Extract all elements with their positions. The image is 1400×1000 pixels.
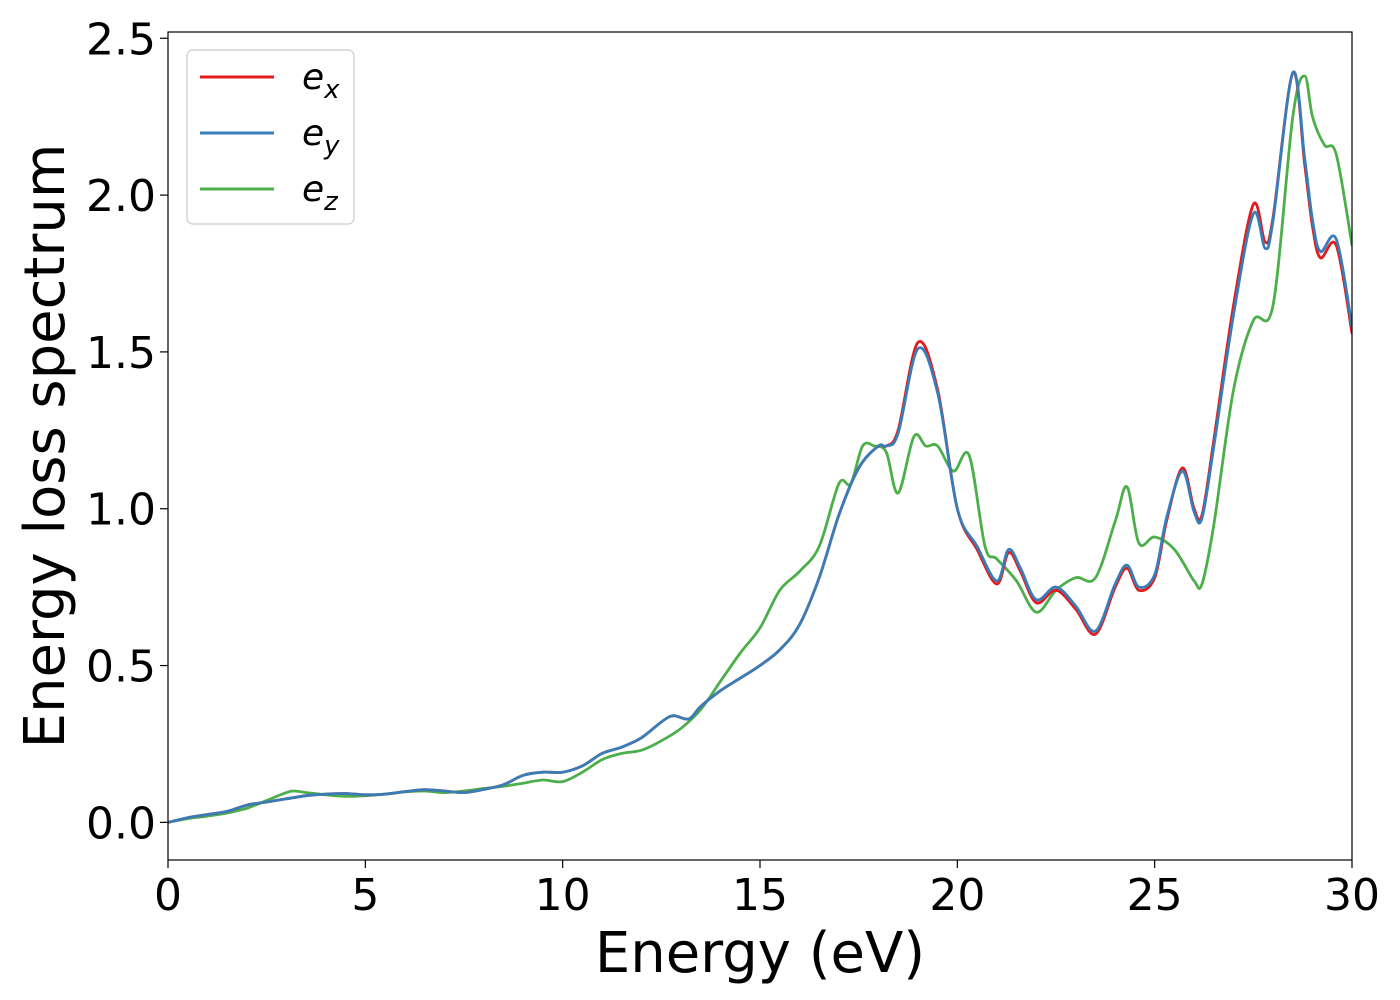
x-tick-label: 5 xyxy=(351,870,379,921)
y-tick-label: 2.0 xyxy=(86,171,156,222)
x-axis-ticks: 0 5 10 15 20 25 30 xyxy=(154,860,1380,921)
legend-box xyxy=(186,49,355,225)
y-tick-label: 0.5 xyxy=(86,642,156,693)
x-tick-label: 15 xyxy=(732,870,788,921)
x-tick-label: 30 xyxy=(1324,870,1380,921)
y-axis-label: Energy loss spectrum xyxy=(13,144,78,749)
y-tick-label: 0.0 xyxy=(86,798,156,849)
y-tick-label: 1.0 xyxy=(86,485,156,536)
x-tick-label: 10 xyxy=(535,870,591,921)
y-axis-ticks: 0.0 0.5 1.0 1.5 2.0 2.5 xyxy=(86,14,168,849)
y-tick-label: 2.5 xyxy=(86,14,156,65)
series-line-ey xyxy=(168,70,1352,824)
plot-lines xyxy=(168,70,1352,824)
x-tick-label: 0 xyxy=(154,870,182,921)
x-tick-label: 25 xyxy=(1127,870,1183,921)
x-tick-label: 20 xyxy=(929,870,985,921)
y-tick-label: 1.5 xyxy=(86,328,156,379)
plot-frame xyxy=(167,31,1353,861)
x-axis-label: Energy (eV) xyxy=(595,921,925,986)
